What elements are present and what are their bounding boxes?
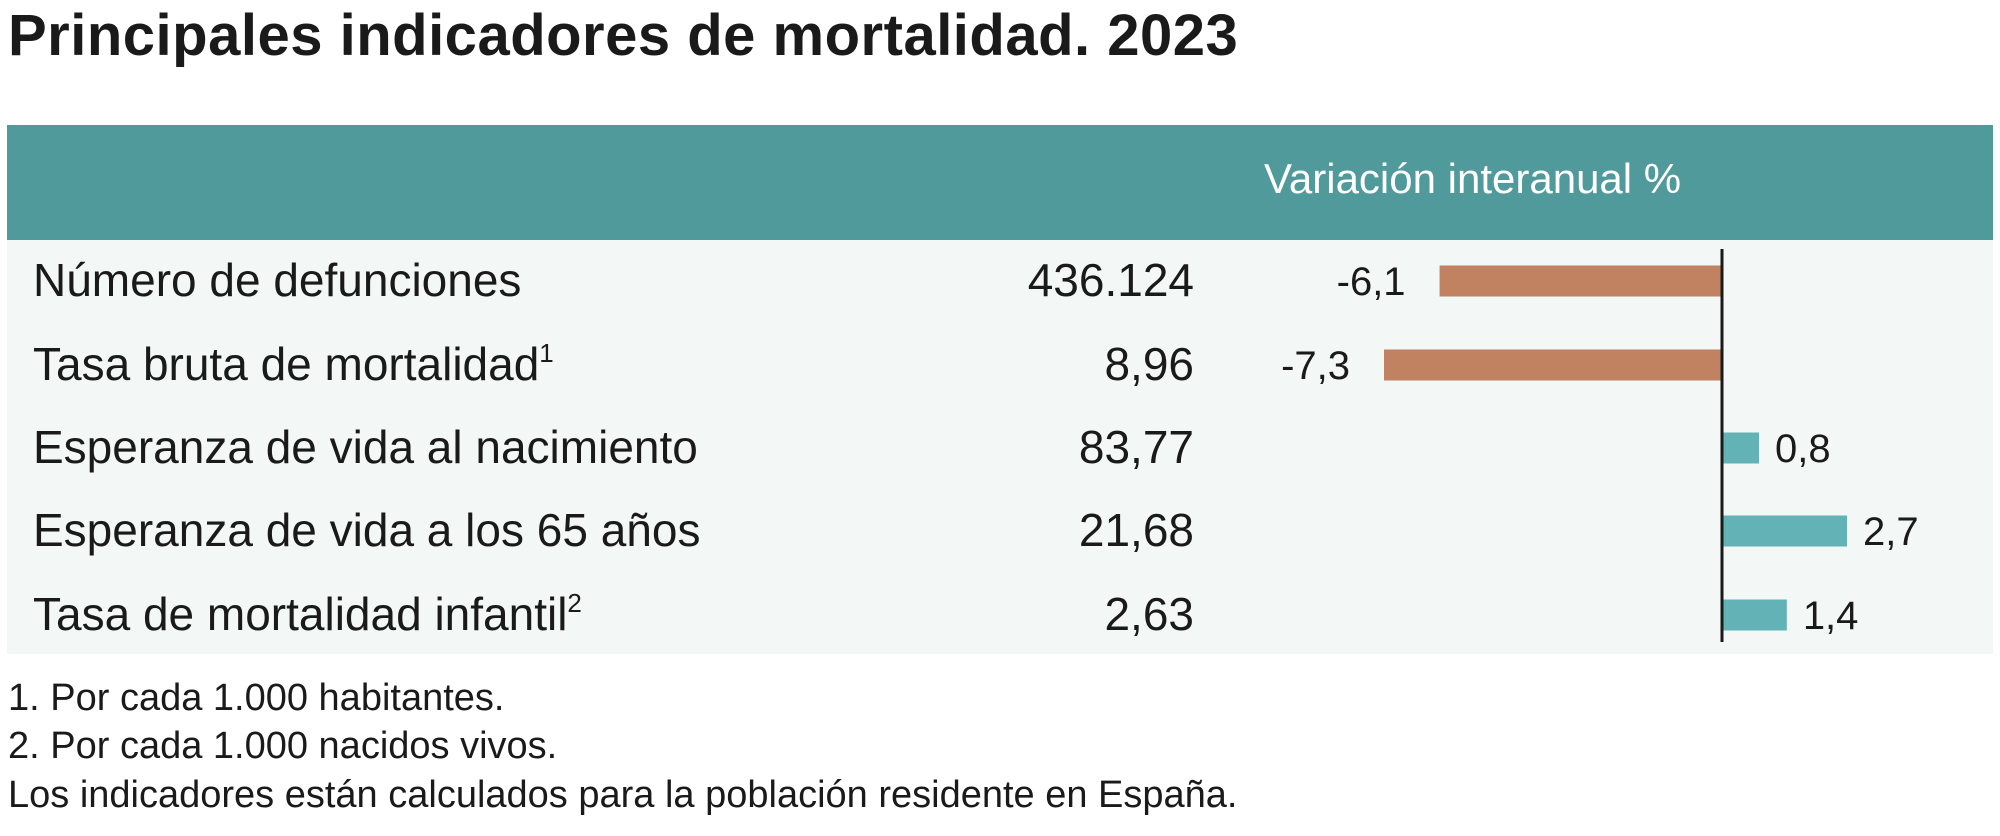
data-label-tasa-bruta-de-mortalidad: -7,3 — [1281, 344, 1350, 388]
row-label-esperanza-65: Esperanza de vida a los 65 años — [33, 504, 701, 556]
data-label-esperanza-de-vida-al-nacimiento: 0,8 — [1775, 427, 1831, 471]
footnote-marker: 1 — [539, 338, 554, 368]
row-value-mortalidad-infantil: 2,63 — [1104, 588, 1194, 640]
table-header — [7, 125, 1993, 240]
bar-esperanza-de-vida-a-los-65-anos — [1722, 515, 1848, 547]
data-label-tasa-de-mortalidad-infantil: 1,4 — [1803, 594, 1859, 638]
bar-esperanza-de-vida-al-nacimiento — [1722, 432, 1760, 464]
footnote-2: 2. Por cada 1.000 nacidos vivos. — [8, 725, 558, 767]
data-label-numero-de-defunciones: -6,1 — [1337, 260, 1406, 304]
source-note: Los indicadores están calculados para la… — [8, 774, 1238, 816]
page-title: Principales indicadores de mortalidad. 2… — [8, 3, 1239, 68]
row-value-esperanza-65: 21,68 — [1078, 504, 1194, 556]
row-value-tasa-bruta: 8,96 — [1104, 338, 1194, 390]
row-value-defunciones: 436.124 — [1027, 254, 1194, 306]
row-label-esperanza-nacimiento: Esperanza de vida al nacimiento — [33, 421, 698, 473]
footnote-marker: 2 — [567, 588, 582, 618]
table-body — [7, 240, 1993, 654]
variation-header-label: Variación interanual % — [1264, 155, 1682, 202]
footnote-1: 1. Por cada 1.000 habitantes. — [8, 677, 505, 719]
bar-tasa-bruta-de-mortalidad — [1384, 349, 1722, 381]
row-value-esperanza-nacimiento: 83,77 — [1078, 421, 1194, 473]
row-label-defunciones: Número de defunciones — [33, 254, 522, 306]
row-label-mortalidad-infantil: Tasa de mortalidad infantil2 — [33, 588, 582, 640]
row-label-tasa-bruta: Tasa bruta de mortalidad1 — [33, 338, 554, 390]
data-label-esperanza-de-vida-a-los-65-anos: 2,7 — [1863, 510, 1919, 554]
bar-tasa-de-mortalidad-infantil — [1722, 599, 1787, 631]
bar-numero-de-defunciones — [1439, 265, 1722, 297]
